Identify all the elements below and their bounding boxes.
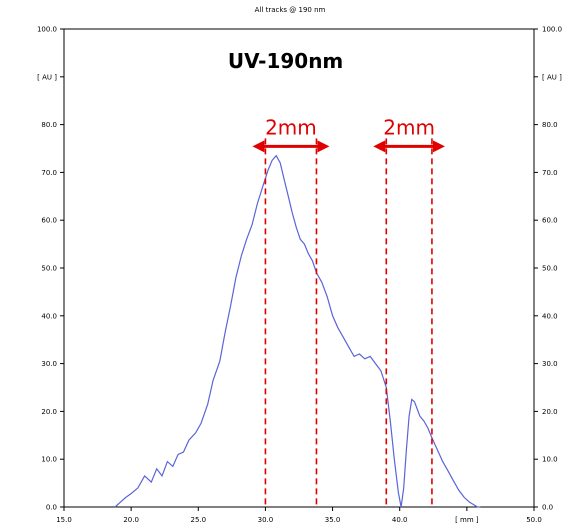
x-tick-label: 15.0 (56, 516, 72, 524)
y-tick-label: 40.0 (41, 312, 57, 320)
width-label: 2mm (265, 115, 317, 139)
left-axis-ticks: 0.0 10.0 20.0 30.0 40.0 50.0 60.0 70.0 80.0 [ AU … (37, 26, 64, 512)
y-tick-label: 50.0 (41, 265, 57, 273)
right-y-tick-label: 10.0 (542, 456, 558, 464)
y-tick-label: 80.0 (41, 121, 57, 129)
right-y-tick-label: [ AU ] (542, 73, 562, 81)
plot-frame (63, 28, 535, 508)
y-tick-label: 10.0 (41, 456, 57, 464)
series-line (114, 154, 481, 508)
chart-title: All tracks @ 190 nm (255, 6, 326, 14)
y-tick-label: [ AU ] (37, 73, 57, 81)
series-layer (114, 154, 481, 508)
y-tick-label: 0.0 (46, 504, 57, 512)
uv-label: UV-190nm (228, 49, 343, 73)
right-y-tick-label: 0.0 (542, 504, 553, 512)
x-tick-label: 40.0 (392, 516, 408, 524)
y-tick-label: 70.0 (41, 169, 57, 177)
x-tick-label: 50.0 (526, 516, 542, 524)
width-arrow-head-right (432, 140, 445, 153)
right-y-tick-label: 20.0 (542, 408, 558, 416)
width-arrow-head-left (373, 140, 386, 153)
width-label: 2mm (383, 115, 435, 139)
right-y-tick-label: 70.0 (542, 169, 558, 177)
y-tick-label: 30.0 (41, 360, 57, 368)
right-y-tick-label: 40.0 (542, 312, 558, 320)
x-tick-label: [ mm ] (455, 516, 479, 524)
right-y-tick-label: 100.0 (542, 26, 562, 34)
right-y-tick-label: 80.0 (542, 121, 558, 129)
right-axis-ticks: 0.0 10.0 20.0 30.0 40.0 50.0 60.0 70.0 80.0 [ AU … (534, 26, 562, 512)
annotation-layer: UV-190nm 2mm 2mm (228, 49, 445, 507)
bottom-axis-ticks: 15.0 20.0 25.0 30.0 35.0 40.0 [ mm ] 50.0 (56, 507, 542, 524)
y-tick-label: 100.0 (37, 26, 57, 34)
x-tick-label: 20.0 (123, 516, 139, 524)
right-y-tick-label: 50.0 (542, 265, 558, 273)
y-tick-label: 60.0 (41, 217, 57, 225)
width-arrow-head-left (252, 140, 265, 153)
width-arrow-head-right (317, 140, 330, 153)
right-y-tick-label: 30.0 (542, 360, 558, 368)
x-tick-label: 25.0 (190, 516, 206, 524)
x-tick-label: 30.0 (258, 516, 274, 524)
x-tick-label: 35.0 (325, 516, 341, 524)
y-tick-label: 20.0 (41, 408, 57, 416)
right-y-tick-label: 60.0 (542, 217, 558, 225)
